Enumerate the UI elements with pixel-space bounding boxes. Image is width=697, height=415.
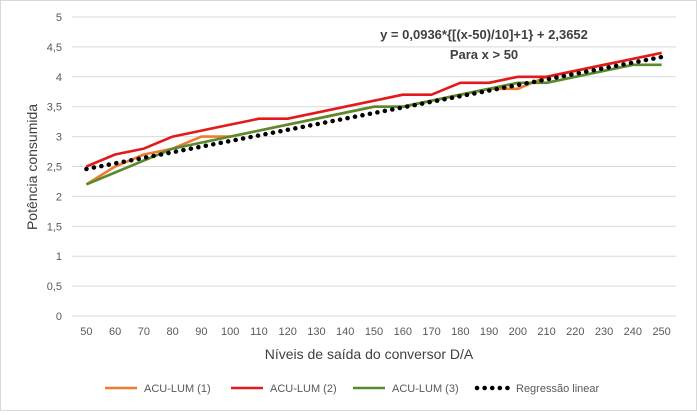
x-tick-label: 130 bbox=[307, 326, 325, 338]
y-tick-label: 3 bbox=[56, 132, 62, 144]
legend-label: Regressão linear bbox=[516, 383, 599, 395]
x-tick-label: 190 bbox=[480, 326, 498, 338]
x-tick-label: 70 bbox=[138, 326, 150, 338]
y-tick-label: 4,5 bbox=[47, 42, 62, 54]
x-tick-label: 210 bbox=[537, 326, 555, 338]
legend-label: ACU-LUM (3) bbox=[392, 383, 459, 395]
legend-item: ACU-LUM (2) bbox=[231, 383, 337, 395]
gridlines bbox=[72, 16, 676, 317]
x-tick-label: 220 bbox=[566, 326, 584, 338]
y-tick-label: 1 bbox=[56, 251, 62, 263]
x-tick-label: 170 bbox=[422, 326, 440, 338]
x-tick-label: 230 bbox=[595, 326, 613, 338]
y-axis-title: Potência consumida bbox=[24, 104, 40, 230]
y-tick-label: 0,5 bbox=[47, 281, 62, 293]
x-tick-label: 110 bbox=[250, 326, 268, 338]
y-tick-label: 4 bbox=[56, 72, 62, 84]
x-tick-label: 50 bbox=[80, 326, 92, 338]
y-tick-label: 5 bbox=[56, 12, 62, 24]
legend: ACU-LUM (1) ACU-LUM (2) ACU-LUM (3) Regress… bbox=[105, 383, 599, 395]
legend-item: ACU-LUM (3) bbox=[353, 383, 459, 395]
y-tick-label: 1,5 bbox=[47, 221, 62, 233]
legend-item: ACU-LUM (1) bbox=[105, 383, 211, 395]
x-tick-label: 180 bbox=[451, 326, 469, 338]
series-line-3 bbox=[85, 63, 662, 186]
legend-label: ACU-LUM (1) bbox=[144, 383, 211, 395]
regression-condition: Para x > 50 bbox=[450, 47, 518, 62]
y-tick-label: 2,5 bbox=[47, 162, 62, 174]
series-line-4 bbox=[84, 54, 664, 172]
y-tick-label: 0 bbox=[56, 311, 62, 323]
x-tick-label: 160 bbox=[394, 326, 412, 338]
x-tick-label: 90 bbox=[195, 326, 207, 338]
y-tick-label: 3,5 bbox=[47, 102, 62, 114]
x-tick-label: 120 bbox=[279, 326, 297, 338]
legend-item: Regressão linear bbox=[474, 383, 599, 395]
x-axis-ticks: 50 60 70 80 90 100 110 120 130 140 150 160 170 180 190… bbox=[80, 326, 671, 338]
x-tick-label: 250 bbox=[652, 326, 670, 338]
x-tick-label: 140 bbox=[336, 326, 354, 338]
y-tick-label: 2 bbox=[56, 191, 62, 203]
series-lines bbox=[84, 51, 664, 186]
x-tick-label: 60 bbox=[109, 326, 121, 338]
x-tick-label: 150 bbox=[365, 326, 383, 338]
series-line-1 bbox=[85, 51, 662, 186]
x-axis-title: Níveis de saída do conversor D/A bbox=[265, 346, 474, 362]
x-tick-label: 100 bbox=[221, 326, 239, 338]
y-axis-ticks: 0 0,5 1 1,5 2 2,5 3 3,5 4 4,5 5 bbox=[47, 12, 62, 323]
x-tick-label: 80 bbox=[167, 326, 179, 338]
series-line-2 bbox=[85, 51, 662, 168]
x-tick-label: 240 bbox=[624, 326, 642, 338]
regression-equation: y = 0,0936*{[(x-50)/10]+1} + 2,3652 bbox=[380, 27, 588, 42]
legend-label: ACU-LUM (2) bbox=[270, 383, 337, 395]
x-tick-label: 200 bbox=[509, 326, 527, 338]
